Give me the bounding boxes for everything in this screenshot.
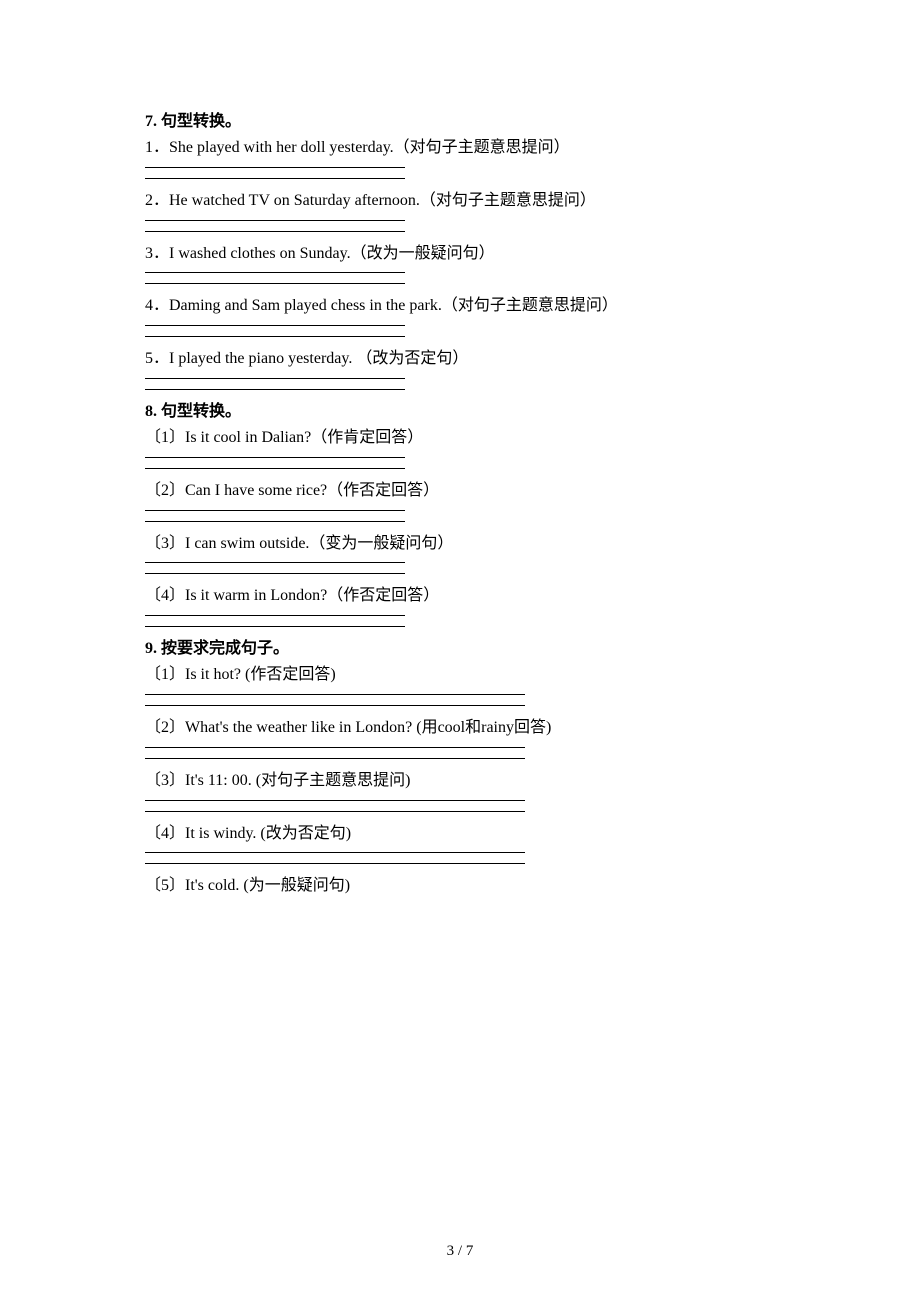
answer-blank (145, 163, 770, 183)
answer-blank (145, 216, 770, 236)
section-title: 9. 按要求完成句子。 (145, 637, 770, 661)
page-footer: 3 / 7 (0, 1243, 920, 1260)
answer-blank (145, 743, 770, 763)
answer-blank (145, 848, 770, 868)
question-item: 〔4〕Is it warm in London?（作否定回答） (145, 584, 770, 609)
question-item: 〔1〕Is it cool in Dalian?（作肯定回答） (145, 426, 770, 451)
question-item: 〔3〕It's 11: 00. (对句子主题意思提问) (145, 769, 770, 794)
answer-blank (145, 374, 770, 394)
answer-blank (145, 268, 770, 288)
answer-blank (145, 453, 770, 473)
answer-blank (145, 796, 770, 816)
question-item: 〔4〕It is windy. (改为否定句) (145, 822, 770, 847)
question-item: 〔5〕It's cold. (为一般疑问句) (145, 874, 770, 899)
question-item: 3．I washed clothes on Sunday.（改为一般疑问句） (145, 242, 770, 267)
worksheet-page: 7. 句型转换。1．She played with her doll yeste… (0, 0, 920, 1302)
question-item: 〔3〕I can swim outside.（变为一般疑问句） (145, 532, 770, 557)
answer-blank (145, 321, 770, 341)
section-title: 7. 句型转换。 (145, 110, 770, 134)
section-title: 8. 句型转换。 (145, 400, 770, 424)
answer-blank (145, 611, 770, 631)
question-item: 〔2〕Can I have some rice?（作否定回答） (145, 479, 770, 504)
question-item: 2．He watched TV on Saturday afternoon.（对… (145, 189, 770, 214)
question-item: 〔1〕Is it hot? (作否定回答) (145, 663, 770, 688)
answer-blank (145, 506, 770, 526)
question-item: 4．Daming and Sam played chess in the par… (145, 294, 770, 319)
question-item: 5．I played the piano yesterday. （改为否定句） (145, 347, 770, 372)
question-item: 1．She played with her doll yesterday.（对句… (145, 136, 770, 161)
answer-blank (145, 690, 770, 710)
answer-blank (145, 558, 770, 578)
question-item: 〔2〕What's the weather like in London? (用… (145, 716, 770, 741)
